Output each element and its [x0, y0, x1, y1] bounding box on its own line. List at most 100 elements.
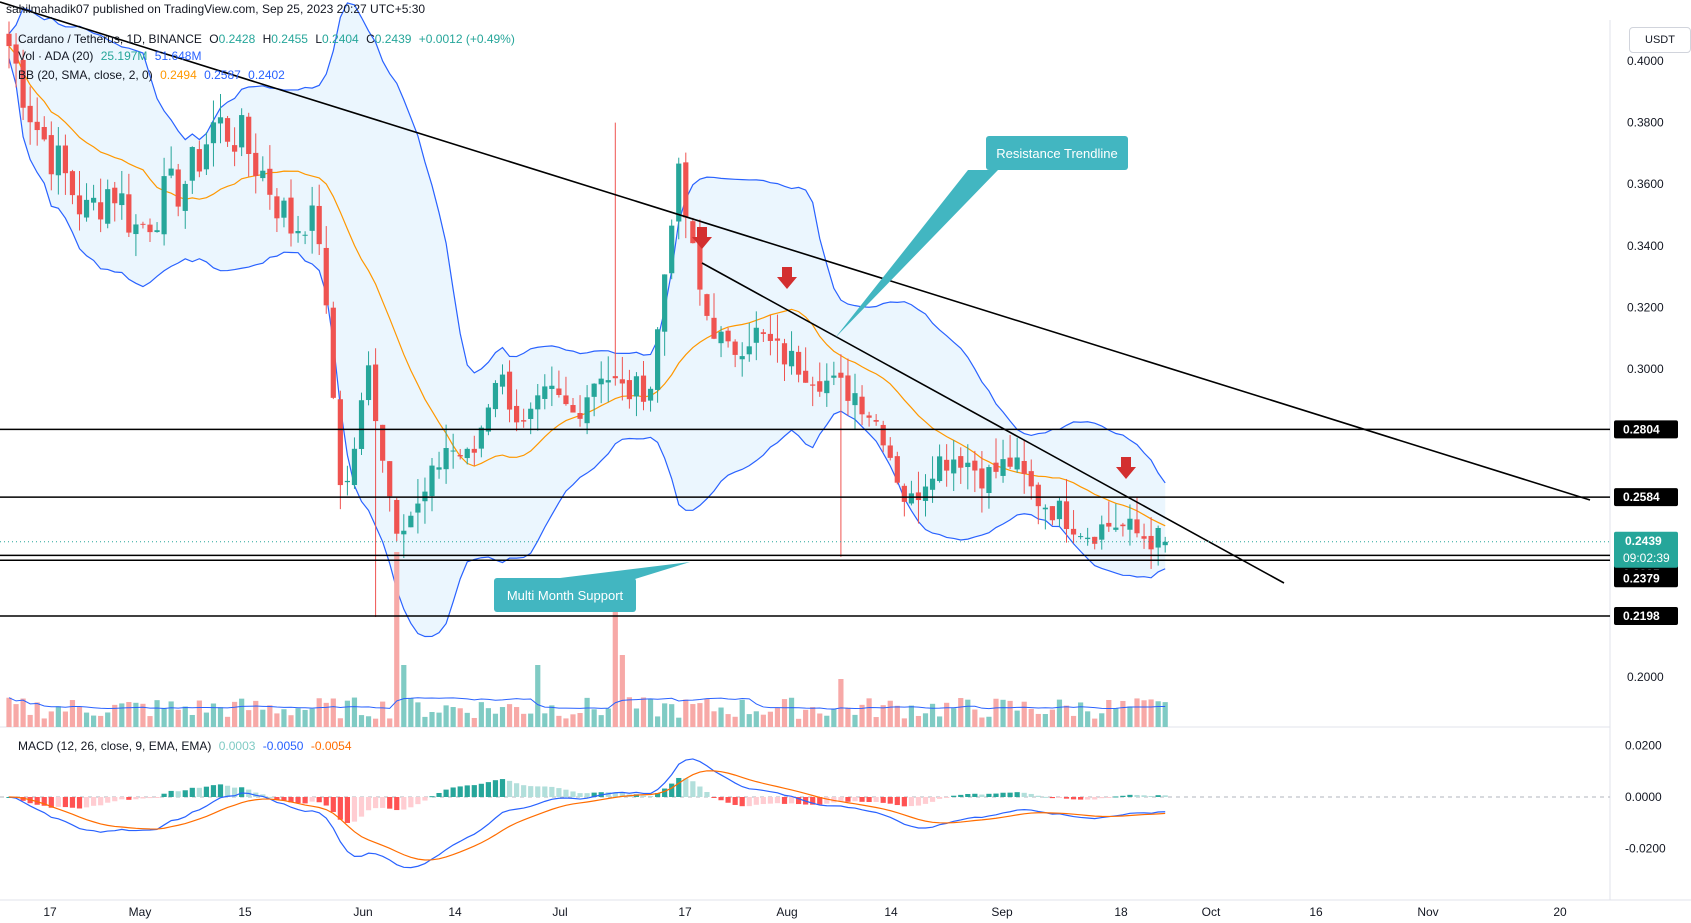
macd-histogram-bar [373, 797, 379, 809]
macd-histogram-bar [1155, 795, 1161, 797]
volume-bar [1007, 700, 1013, 727]
volume-bar [570, 714, 576, 727]
macd-histogram-bar [48, 797, 54, 808]
macd-histogram-bar [41, 797, 47, 806]
volume-bar [584, 697, 590, 727]
macd-histogram-bar [908, 797, 914, 807]
candle-body [690, 221, 696, 244]
candle-body [972, 460, 978, 471]
volume-bar [647, 698, 654, 727]
macd-histogram-bar [845, 797, 851, 802]
candle-body [443, 448, 449, 470]
macd-histogram-bar [549, 786, 555, 797]
macd-histogram-bar [577, 793, 583, 797]
time-tick-label: May [129, 905, 152, 919]
volume-bar [866, 698, 872, 727]
volume-bar [1056, 699, 1063, 727]
volume-bar [1162, 702, 1168, 727]
candle-body [1155, 527, 1161, 548]
time-tick-label: 18 [1114, 905, 1128, 919]
candle-body [514, 405, 520, 423]
volume-bar [958, 698, 964, 727]
macd-histogram-bar [189, 787, 195, 797]
candle-body [937, 456, 943, 482]
macd-histogram-bar [217, 784, 224, 797]
macd-histogram-bar [690, 781, 696, 797]
volume-bar [267, 705, 273, 727]
candle-body [774, 338, 781, 341]
candle-body [232, 145, 238, 152]
macd-histogram-bar [302, 797, 308, 804]
candle-body [323, 247, 329, 306]
macd-histogram-bar [105, 797, 111, 803]
volume-bar [394, 552, 400, 727]
macd-histogram-bar [542, 786, 548, 797]
candle-body [605, 380, 611, 383]
candle-body [253, 152, 259, 177]
candle-body [224, 118, 231, 142]
signal-line [8, 770, 1166, 861]
volume-bar [330, 698, 336, 727]
macd-line [8, 758, 1166, 869]
candle-body [859, 396, 865, 415]
macd-histogram-bar [224, 785, 231, 797]
macd-histogram-bar [478, 783, 484, 797]
macd-histogram-bar [323, 797, 329, 806]
macd-histogram-bar [937, 797, 943, 799]
macd-histogram-bar [126, 797, 132, 800]
candle-body [922, 486, 929, 501]
macd-histogram-bar [852, 797, 858, 802]
level-tag-label: 0.2379 [1623, 571, 1660, 585]
macd-histogram-bar [1014, 792, 1020, 797]
macd-histogram-bar [640, 795, 647, 797]
macd-histogram-bar [725, 797, 731, 803]
volume-bar [796, 718, 802, 727]
volume-bar [640, 697, 647, 727]
macd-histogram-bar [788, 797, 795, 804]
trendline [0, 1, 1591, 501]
candle-body [105, 189, 111, 224]
volume-bar [105, 712, 111, 727]
candle-body [908, 493, 914, 504]
candle-body [915, 492, 922, 501]
price-tick-label: 0.3600 [1627, 177, 1664, 191]
candle-body [83, 199, 90, 218]
currency-selector[interactable]: USDT [1629, 27, 1691, 53]
volume-bar [408, 698, 414, 727]
macd-histogram-bar [1120, 795, 1126, 797]
macd-histogram-bar [415, 797, 421, 805]
candle-body [281, 200, 287, 218]
candle-body [203, 144, 209, 170]
volume-bar [838, 679, 844, 727]
volume-bar [373, 718, 379, 727]
volume-bar [464, 712, 470, 727]
time-tick-label: Nov [1417, 905, 1438, 919]
macd-histogram-bar [901, 797, 907, 807]
volume-bar [316, 698, 322, 727]
macd-tick-label: 0.0200 [1625, 739, 1662, 753]
macd-histogram-bar [1028, 793, 1034, 797]
candle-body [1092, 536, 1098, 544]
candle-body [457, 455, 463, 457]
volume-bar [803, 709, 809, 727]
candle-body [1035, 484, 1041, 507]
volume-bar [189, 714, 195, 727]
volume-bar [810, 707, 816, 727]
candle-body [126, 194, 132, 233]
macd-histogram-bar [951, 795, 957, 797]
macd-histogram-bar [753, 797, 759, 805]
volume-bar [824, 715, 830, 727]
volume-bar [521, 713, 527, 727]
candle-body [69, 171, 76, 196]
candle-body [415, 503, 421, 513]
macd-histogram-bar [380, 797, 386, 808]
volume-bar [358, 715, 365, 727]
macd-histogram-bar [1134, 794, 1140, 797]
price-tick-label: 0.3400 [1627, 239, 1664, 253]
level-tag [1614, 420, 1678, 439]
time-tick-label: 20 [1553, 905, 1567, 919]
candle-body [506, 371, 513, 410]
macd-histogram-bar [365, 797, 372, 811]
volume-bar [203, 712, 209, 727]
